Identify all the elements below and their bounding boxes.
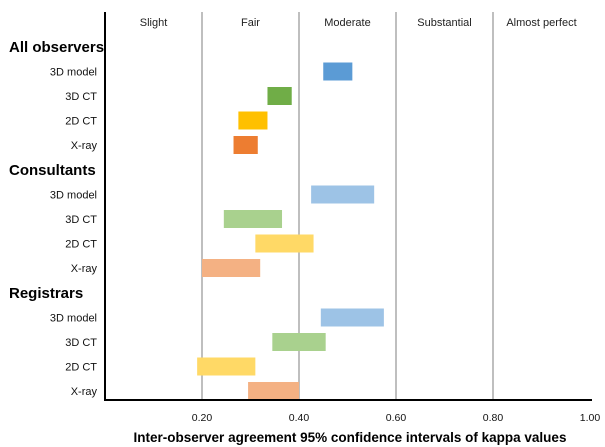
interval-bar — [202, 259, 261, 277]
interval-bar — [255, 234, 314, 253]
row-label: 3D model — [50, 313, 97, 325]
x-tick-label: 0.20 — [192, 412, 213, 424]
row-label: X-ray — [71, 140, 98, 152]
x-tick-label: 1.00 — [580, 412, 601, 424]
band-label-substantial: Substantial — [417, 17, 471, 29]
interval-bar — [248, 382, 299, 400]
band-label-moderate: Moderate — [324, 17, 370, 29]
interval-bar — [323, 62, 353, 81]
interval-bar — [197, 357, 256, 376]
row-labels: All observers 3D model 3D CT 2D CT X-ray Cons… — [9, 39, 104, 398]
x-tick-label: 0.60 — [386, 412, 407, 424]
row-label: X-ray — [71, 386, 98, 398]
group-label: Consultants — [9, 162, 96, 179]
row-label: 2D CT — [65, 362, 97, 374]
x-axis: 0.20 0.40 0.60 0.80 1.00 — [104, 12, 600, 424]
band-label-slight: Slight — [140, 17, 168, 29]
row-label: 3D CT — [65, 337, 97, 349]
row-label: 3D model — [50, 190, 97, 202]
interval-bar — [238, 111, 268, 130]
row-label: 3D CT — [65, 91, 97, 103]
x-axis-title: Inter-observer agreement 95% confidence … — [134, 430, 567, 445]
interval-bar — [233, 136, 258, 154]
row-label: X-ray — [71, 263, 98, 275]
x-tick-label: 0.40 — [289, 412, 310, 424]
band-label-fair: Fair — [241, 17, 260, 29]
row-label: 3D model — [50, 67, 97, 79]
x-tick-label: 0.80 — [483, 412, 504, 424]
agreement-bands: Slight Fair Moderate Substantial Almost perf… — [140, 17, 577, 29]
band-label-almost-perfect: Almost perfect — [506, 17, 576, 29]
interval-bar — [223, 210, 283, 228]
row-label: 2D CT — [65, 239, 97, 251]
group-label: Registrars — [9, 285, 83, 302]
interval-bars — [197, 62, 384, 400]
interval-bar — [320, 308, 384, 327]
row-label: 3D CT — [65, 214, 97, 226]
row-label: 2D CT — [65, 116, 97, 128]
group-label: All observers — [9, 39, 104, 56]
interval-bar — [311, 185, 375, 204]
interval-bar — [272, 333, 326, 351]
interval-bar — [267, 87, 292, 105]
